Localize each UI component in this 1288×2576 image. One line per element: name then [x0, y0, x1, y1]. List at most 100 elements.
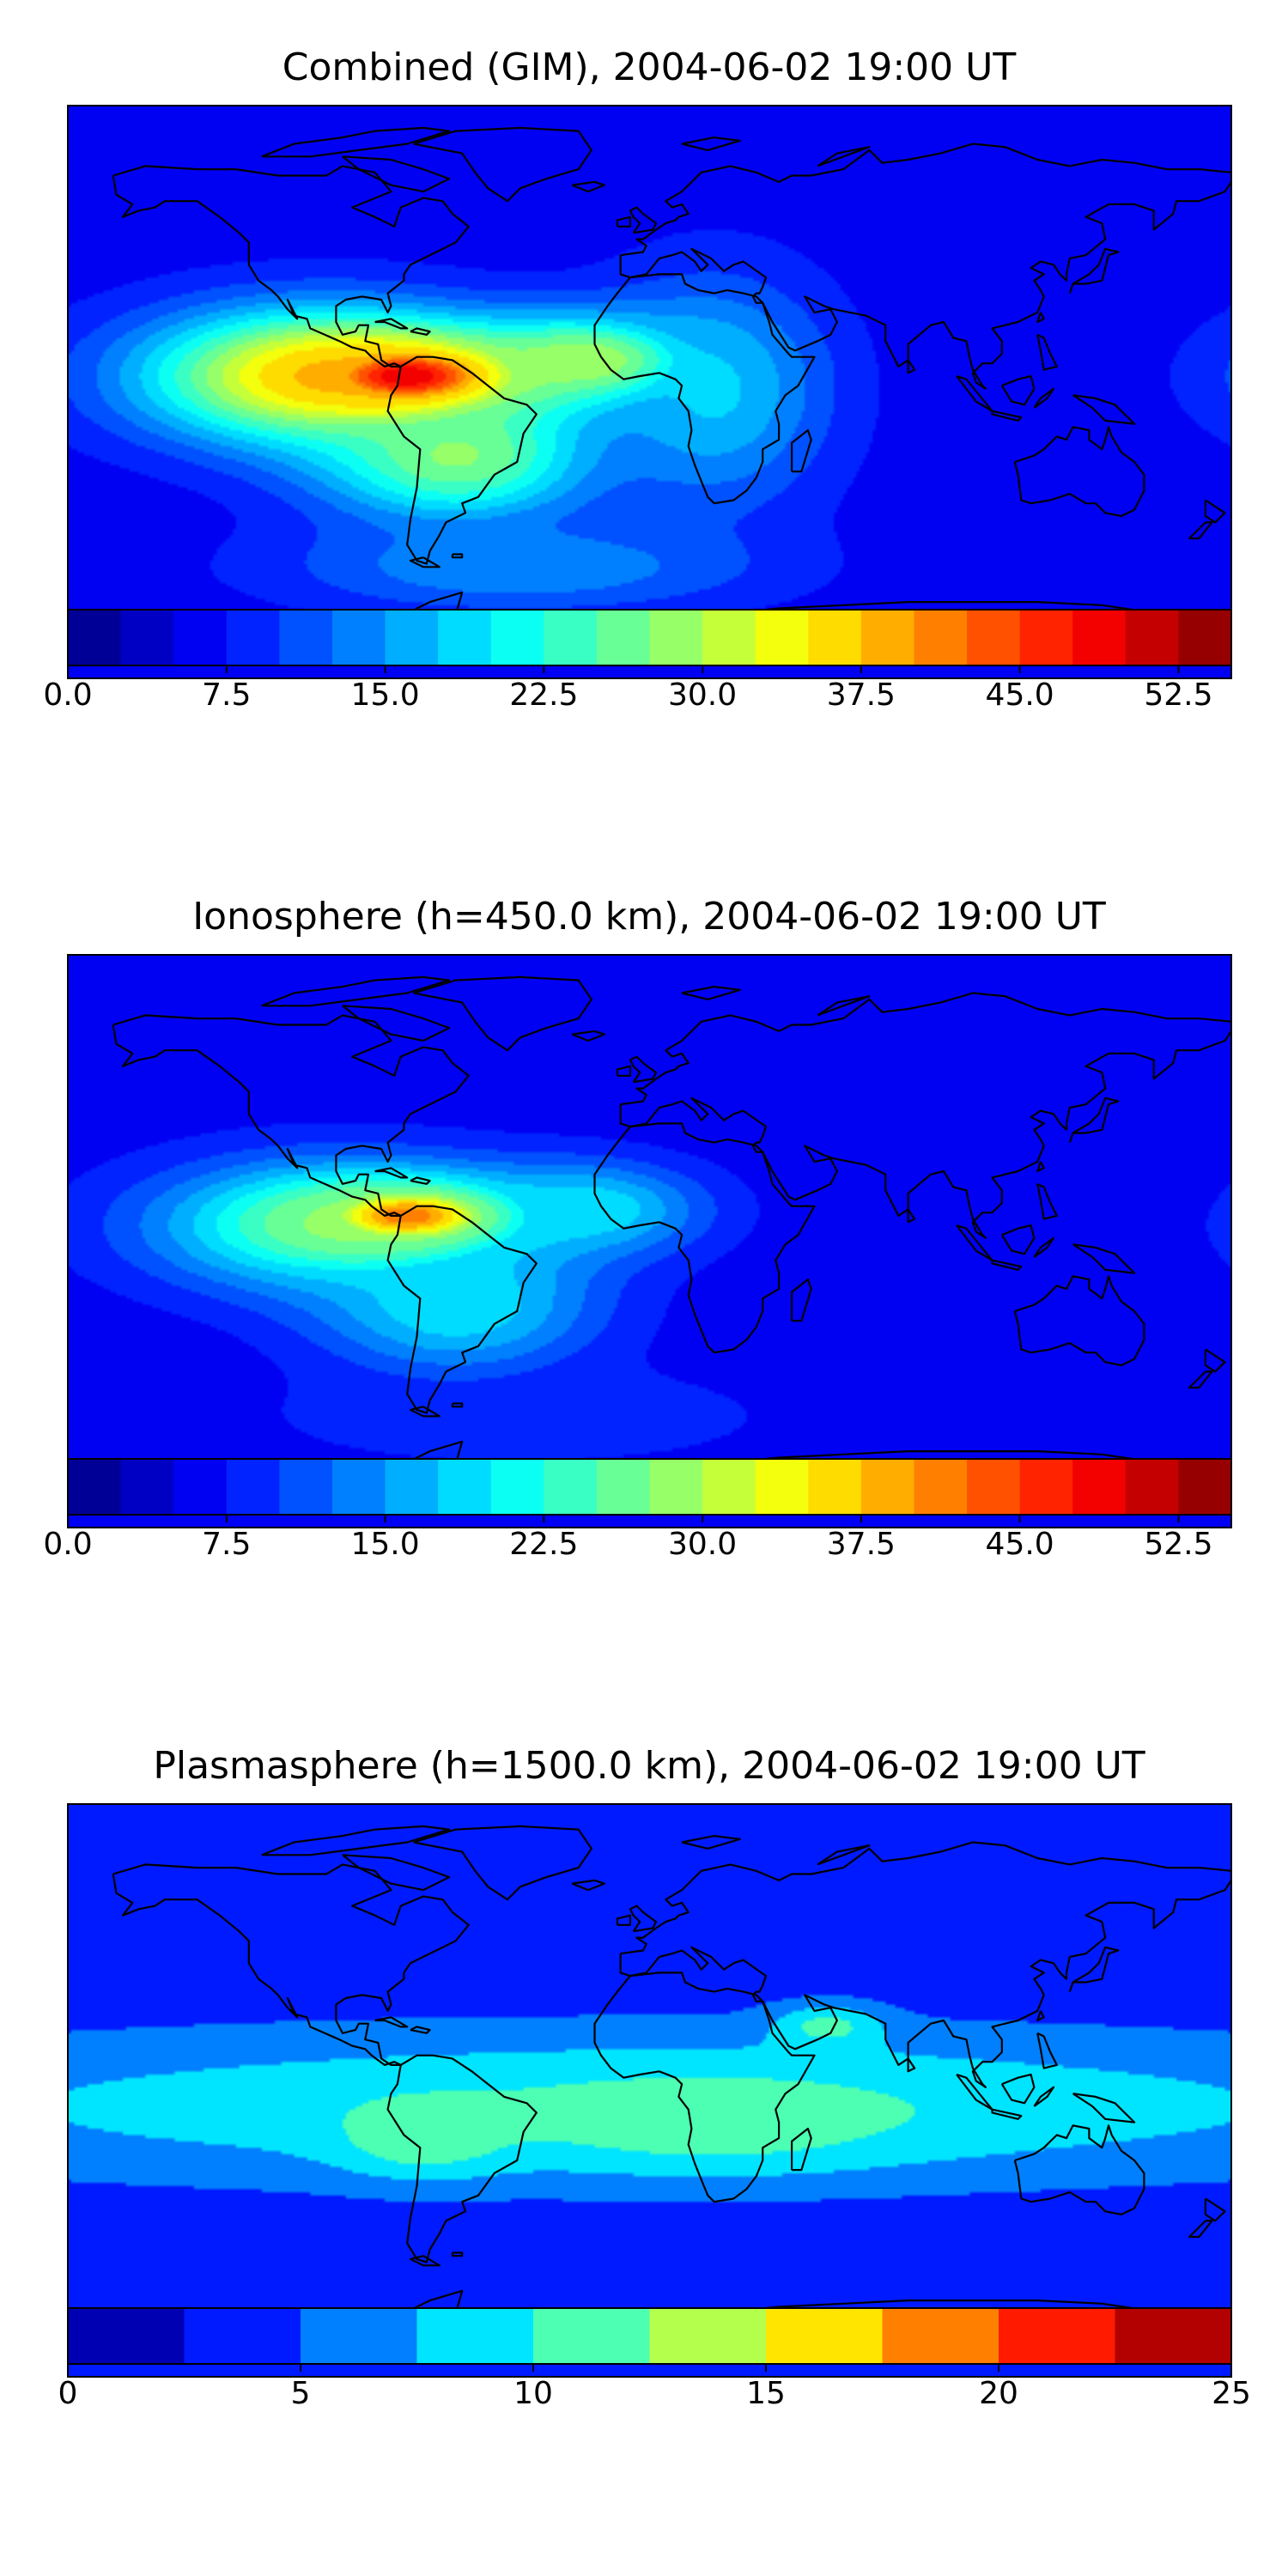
coastline — [1013, 1275, 1145, 1367]
colorbar-swatch — [68, 2308, 185, 2364]
colorbar-swatch — [279, 1459, 333, 1515]
colorbar-swatch — [1125, 610, 1180, 665]
coastline — [790, 1278, 812, 1322]
coastline — [1000, 374, 1036, 406]
coastline — [817, 146, 871, 167]
colorbar-swatch — [860, 1459, 915, 1515]
colorbar-swatch — [860, 610, 915, 665]
colorbar-tick-label: 10 — [513, 2376, 553, 2411]
colorbar: 0.0 7.5 15.0 22.5 30.0 37.5 45.0 52.5 — [43, 1458, 1232, 1562]
coastline — [991, 1259, 1023, 1271]
colorbar-tick-label: 52.5 — [1144, 1527, 1212, 1562]
map-frame — [67, 954, 1232, 1528]
coastline — [1036, 333, 1058, 371]
panel-title: Plasmasphere (h=1500.0 km), 2004-06-02 1… — [153, 1744, 1145, 1788]
coastline — [790, 428, 812, 473]
coastline — [342, 155, 451, 193]
coastline — [681, 1835, 742, 1850]
coastline — [451, 2251, 464, 2257]
colorbar-swatch — [702, 1459, 756, 1515]
coastline — [386, 355, 538, 565]
colorbar-swatch — [649, 610, 703, 665]
coastline — [571, 1879, 605, 1892]
colorbar-tick-label: 7.5 — [202, 1527, 251, 1562]
colorbar-swatch — [68, 1459, 122, 1515]
colorbar-swatch — [1115, 2308, 1232, 2364]
coastline — [593, 1971, 816, 2203]
coastline — [1072, 1243, 1136, 1274]
colorbar: 0 5 10 15 20 25 — [58, 2307, 1251, 2411]
colorbar-swatch — [490, 1459, 544, 1515]
colorbar-swatch — [999, 2308, 1116, 2364]
coastline — [1033, 387, 1055, 409]
panel-title: Combined (GIM), 2004-06-02 19:00 UT — [283, 46, 1017, 89]
colorbar-swatch — [1178, 1459, 1232, 1515]
colorbar-frame — [67, 1458, 1232, 1516]
colorbar: 0.0 7.5 15.0 22.5 30.0 37.5 45.0 52.5 — [43, 609, 1232, 713]
colorbar-tick-label: 7.5 — [202, 677, 251, 713]
colorbar-tick-label: 52.5 — [1144, 677, 1212, 713]
coastline — [410, 327, 431, 336]
coastline — [451, 553, 464, 559]
coastline — [261, 126, 451, 158]
colorbar-tick-label: 30.0 — [668, 1527, 737, 1562]
colorbar-tick-label: 37.5 — [827, 677, 896, 713]
colorbar-swatch — [755, 610, 809, 665]
map-frame — [67, 1803, 1232, 2378]
coastline — [1204, 499, 1226, 524]
coastline — [451, 1402, 464, 1408]
coastline — [1068, 1946, 1120, 1992]
coastline — [571, 180, 605, 193]
colorbar-tick-label: 0 — [58, 2376, 78, 2411]
colorbar-swatch — [649, 2308, 767, 2364]
colorbar-tick-label: 20 — [979, 2376, 1018, 2411]
coastline — [342, 1005, 451, 1042]
colorbar-swatch — [1125, 1459, 1180, 1515]
panel-ionosphere: Ionosphere (h=450.0 km), 2004-06-02 19:0… — [43, 895, 1232, 1562]
coastline — [681, 985, 742, 1001]
colorbar-swatch — [184, 2308, 301, 2364]
coastline — [409, 1406, 440, 1418]
coastline — [112, 1014, 470, 1218]
coastline — [1033, 1236, 1055, 1258]
colorbar-swatch — [702, 610, 756, 665]
coastline — [413, 1825, 592, 1901]
coastline — [1204, 1348, 1226, 1373]
colorbar-tick-label: 15 — [746, 2376, 786, 2411]
colorbar-swatch — [882, 2308, 999, 2364]
colorbar-swatch — [967, 610, 1021, 665]
colorbar-frame — [67, 609, 1232, 666]
coastline — [616, 1914, 632, 1926]
coastline — [261, 1825, 451, 1856]
colorbar-swatch — [755, 1459, 809, 1515]
coastline — [571, 1030, 605, 1042]
coastline — [1000, 1224, 1036, 1255]
panel-title: Ionosphere (h=450.0 km), 2004-06-02 19:0… — [192, 895, 1106, 939]
coastline — [1036, 2010, 1045, 2022]
colorbar-swatch — [1019, 610, 1073, 665]
colorbar-tick-label: 30.0 — [668, 677, 737, 713]
colorbar-swatch — [120, 610, 174, 665]
panel-plasmasphere: Plasmasphere (h=1500.0 km), 2004-06-02 1… — [58, 1744, 1251, 2411]
colorbar-swatch — [331, 610, 386, 665]
coastline — [1036, 2032, 1058, 2069]
coastline — [616, 1065, 632, 1077]
coastline — [619, 1841, 1231, 2088]
coastline — [112, 165, 470, 368]
coastline — [413, 975, 592, 1052]
coastline — [409, 556, 440, 568]
coastline — [413, 126, 592, 203]
colorbar-swatch — [596, 1459, 651, 1515]
coastline — [629, 1055, 658, 1084]
colorbar-frame — [67, 2307, 1232, 2365]
colorbar-swatch — [649, 1459, 703, 1515]
map-frame — [67, 105, 1232, 679]
coastline — [410, 1176, 431, 1185]
colorbar-swatch — [226, 610, 280, 665]
colorbar-swatch — [544, 1459, 598, 1515]
coastline — [1188, 1370, 1213, 1389]
colorbar-swatch — [438, 610, 492, 665]
coastline — [817, 1844, 871, 1866]
colorbar-tick-label: 37.5 — [827, 1527, 896, 1562]
